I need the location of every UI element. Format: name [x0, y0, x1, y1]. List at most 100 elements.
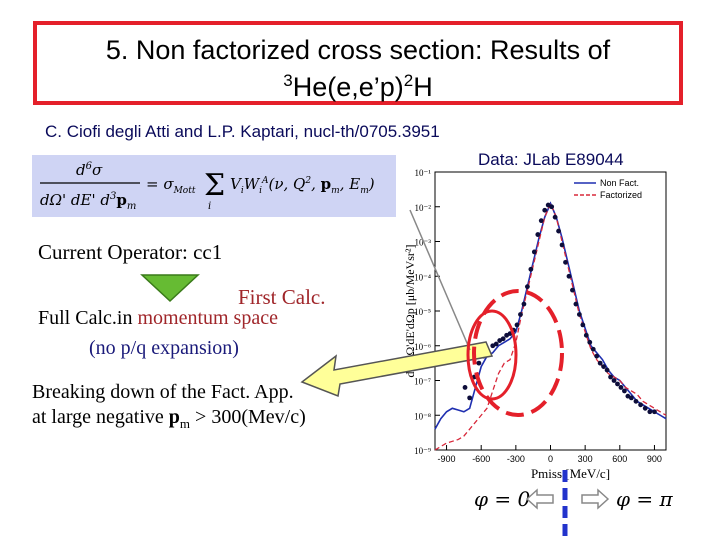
title-superscript-3: 3	[283, 71, 293, 90]
title-line-1: 5. Non factorized cross section: Results…	[105, 35, 611, 65]
phi-pi-label: φ = π	[616, 487, 673, 511]
title-box: 5. Non factorized cross section: Results…	[33, 21, 683, 105]
y-tick-label: 10⁻²	[415, 203, 432, 213]
data-point	[528, 266, 534, 272]
y-tick-label: 10⁻⁷	[414, 377, 431, 387]
left-outline-arrow-icon	[525, 488, 554, 510]
factorized-line	[434, 201, 667, 451]
ellipse-dashed	[472, 289, 564, 417]
y-tick-label: 10⁻³	[415, 238, 432, 248]
full-calc-prefix: Full Calc.in	[38, 307, 138, 329]
cross-section-plot: dσ/dΩ'dE'dΩp [μb/MeVsr²] Pmiss [MeV/c] 10…	[403, 168, 667, 480]
x-tick-label: 900	[647, 454, 662, 464]
data-point	[462, 385, 468, 390]
cross-section-formula: d6σ dΩ' dE' d3pm = σMott Σ i ViWiA(ν, Q2…	[32, 155, 396, 217]
data-point	[521, 301, 527, 307]
breaking-line-1: Breaking down of the Fact. App.	[32, 381, 294, 403]
yellow-left-arrow-icon	[300, 341, 494, 398]
title-line-2: 3He(e,e’p)2H	[37, 71, 679, 103]
legend-label: Non Fact.	[600, 178, 639, 188]
no-pq-expansion-note: (no p/q expansion)	[89, 337, 239, 359]
connector-line	[409, 209, 471, 351]
data-point	[590, 346, 596, 352]
plot-series	[434, 201, 667, 451]
data-point	[573, 301, 579, 307]
y-tick-label: 10⁻⁹	[414, 446, 431, 456]
legend-label: Factorized	[600, 190, 642, 200]
svg-text:i: i	[208, 201, 211, 212]
data-point	[628, 395, 634, 401]
x-tick-label: 600	[612, 454, 627, 464]
breaking-factorization-note: Breaking down of the Fact. App. at large…	[32, 380, 306, 436]
data-point	[514, 322, 520, 328]
breaking-line-2: at large negative pm > 300(Mev/c)	[32, 405, 306, 436]
data-point	[583, 332, 589, 338]
data-point	[518, 312, 523, 317]
data-point	[549, 204, 555, 210]
data-point	[493, 341, 499, 347]
data-point	[535, 232, 541, 237]
first-calc-label: First Calc.	[238, 285, 326, 309]
data-point	[622, 388, 627, 394]
data-point	[476, 360, 482, 366]
data-point	[559, 242, 565, 248]
x-tick-label: -600	[472, 454, 490, 464]
data-point	[552, 214, 558, 220]
data-point	[566, 273, 572, 279]
breaking-line-2-prefix: at large negative	[32, 406, 169, 428]
y-tick-label: 10⁻⁴	[414, 272, 431, 282]
svg-text:dΩ' dE' d3pm: dΩ' dE' d3pm	[40, 191, 136, 212]
svg-text:Σ: Σ	[204, 168, 225, 203]
data-point	[615, 381, 620, 387]
title-product: H	[413, 72, 433, 102]
phi-divider	[562, 470, 568, 536]
data-point	[611, 378, 617, 383]
plot-axes: dσ/dΩ'dE'dΩp [μb/MeVsr²] Pmiss [MeV/c]	[403, 171, 667, 480]
x-tick-label: -900	[438, 454, 456, 464]
data-point	[556, 228, 561, 234]
data-point	[576, 312, 582, 317]
y-tick-label: 10⁻¹	[415, 168, 432, 178]
title-reaction: He(e,e’p)	[292, 72, 404, 102]
data-point	[608, 374, 613, 380]
right-outline-arrow-icon	[581, 488, 610, 510]
data-point	[467, 395, 473, 401]
data-point	[538, 218, 544, 224]
green-down-arrow-icon	[140, 274, 200, 303]
y-tick-label: 10⁻⁶	[414, 342, 431, 352]
full-calc-label: Full Calc.in momentum space	[38, 307, 278, 330]
data-point	[652, 409, 657, 415]
authors-reference: C. Ciofi degli Atti and L.P. Kaptari, nu…	[45, 122, 440, 141]
data-point	[633, 398, 639, 404]
data-point	[604, 367, 610, 373]
y-tick-label: 10⁻⁸	[414, 411, 431, 421]
non-fact-line	[434, 201, 667, 430]
data-point	[638, 402, 643, 408]
plot-ticks: 10⁻¹ 10⁻² 10⁻³ 10⁻⁴ 10⁻⁵ 10⁻⁶ 10⁻⁷ 10⁻⁸ 10⁻⁹ -900…	[414, 168, 662, 464]
data-point	[601, 364, 607, 369]
momentum-space-highlight: momentum space	[137, 307, 278, 329]
data-point	[647, 409, 653, 415]
data-point	[642, 405, 648, 411]
data-point	[618, 385, 624, 390]
plot-legend: Non Fact. Factorized	[574, 178, 642, 200]
x-tick-label: 0	[548, 454, 553, 464]
svg-text:d6σ: d6σ	[76, 161, 103, 179]
y-tick-label: 10⁻⁵	[414, 307, 431, 317]
data-point	[542, 207, 548, 213]
data-point	[525, 284, 530, 290]
x-axis-label: Pmiss [MeV/c]	[531, 466, 610, 480]
breaking-line-2-suffix: > 300(Mev/c)	[190, 406, 306, 428]
title-superscript-2: 2	[403, 71, 414, 90]
x-tick-label: 300	[578, 454, 593, 464]
data-point	[580, 322, 586, 328]
x-tick-label: -300	[507, 454, 525, 464]
data-point	[531, 249, 537, 255]
phi-zero-label: φ = 0	[474, 487, 531, 511]
pm-subscript: m	[179, 416, 191, 431]
current-operator-label: Current Operator: cc1	[38, 240, 223, 264]
formula-graphic: d6σ dΩ' dE' d3pm = σMott Σ i ViWiA(ν, Q2…	[40, 161, 375, 212]
data-point	[500, 336, 506, 342]
data-point	[594, 353, 600, 359]
svg-text:ViWiA(ν, Q2, pm, Em): ViWiA(ν, Q2, pm, Em)	[230, 175, 375, 196]
